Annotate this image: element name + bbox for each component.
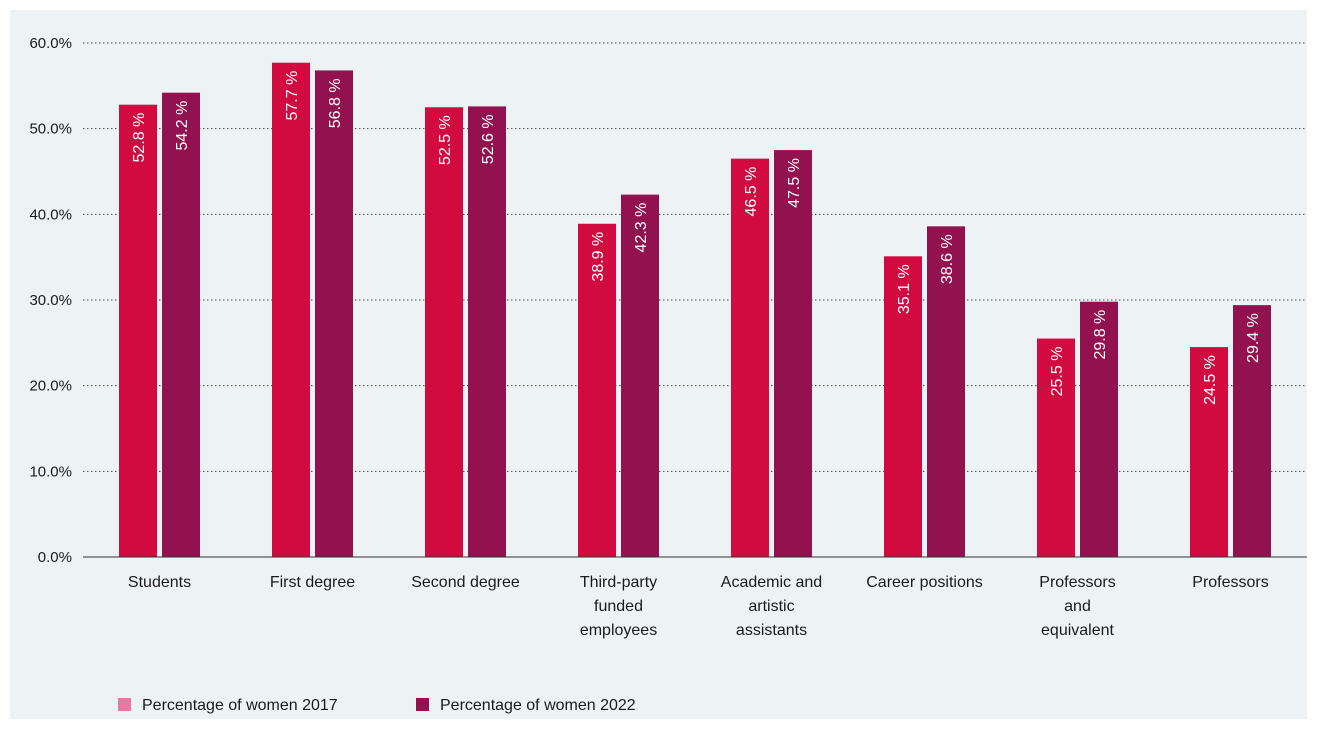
y-tick-label: 30.0%	[29, 292, 72, 309]
bar	[884, 256, 922, 557]
bar	[272, 62, 310, 557]
data-label: 24.5 %	[1202, 355, 1219, 405]
data-label: 35.1 %	[896, 264, 913, 314]
x-category-label: Third-party funded employees	[580, 574, 657, 639]
data-label: 42.3 %	[633, 203, 650, 253]
bar	[468, 106, 506, 557]
x-category-label: Career positions	[866, 574, 983, 591]
data-label: 52.6 %	[480, 114, 497, 164]
x-category-label: Professors	[1192, 574, 1268, 591]
data-label: 52.5 %	[437, 115, 454, 165]
data-label: 52.8 %	[131, 113, 148, 163]
bar	[731, 158, 769, 557]
y-tick-label: 0.0%	[38, 549, 72, 566]
bar-chart: 52.8 % 54.2 % 57.7 % 56.8 % 52.5 % 52.6 % 38.9…	[29, 35, 1307, 714]
data-label: 38.6 %	[939, 234, 956, 284]
data-label: 47.5 %	[786, 158, 803, 208]
legend-swatch	[416, 698, 429, 711]
data-label: 46.5 %	[743, 167, 760, 217]
bar	[1080, 301, 1118, 557]
bar	[1037, 338, 1075, 557]
bar	[774, 150, 812, 558]
y-tick-label: 10.0%	[29, 463, 72, 480]
bar	[119, 104, 157, 558]
bar	[162, 92, 200, 557]
data-label: 25.5 %	[1049, 347, 1066, 397]
x-category-label: Second degree	[411, 574, 520, 591]
x-category-label: Professors and equivalent	[1039, 574, 1115, 639]
bar	[1233, 305, 1271, 557]
bar	[927, 226, 965, 557]
chart-panel: 52.8 % 54.2 % 57.7 % 56.8 % 52.5 % 52.6 % 38.9…	[10, 10, 1307, 719]
bar	[315, 70, 353, 557]
y-tick-label: 20.0%	[29, 378, 72, 395]
y-tick-label: 40.0%	[29, 206, 72, 223]
bar	[1190, 347, 1228, 557]
data-label: 38.9 %	[590, 232, 607, 282]
x-category-label: Academic and artistic assistants	[721, 574, 822, 639]
legend-swatch	[118, 698, 131, 711]
bar	[621, 194, 659, 557]
data-label: 29.8 %	[1092, 310, 1109, 360]
legend-label: Percentage of women 2022	[440, 697, 636, 714]
bar	[578, 223, 616, 558]
x-category-label: Students	[128, 574, 191, 591]
y-tick-label: 60.0%	[29, 35, 72, 52]
bar	[425, 107, 463, 557]
data-label: 56.8 %	[327, 78, 344, 128]
y-tick-label: 50.0%	[29, 121, 72, 138]
x-category-label: First degree	[270, 574, 355, 591]
data-label: 57.7 %	[284, 71, 301, 121]
legend-label: Percentage of women 2017	[142, 697, 338, 714]
data-label: 29.4 %	[1245, 313, 1262, 363]
data-label: 54.2 %	[174, 101, 191, 151]
